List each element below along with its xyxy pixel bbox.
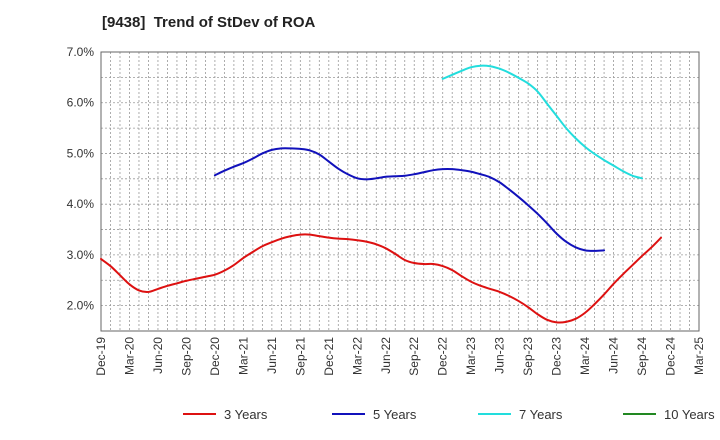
x-tick-label: Sep-23 [521, 337, 535, 376]
x-tick-label: Jun-20 [151, 337, 165, 374]
series-line-7-years [441, 64, 644, 180]
x-tick-label: Jun-22 [379, 337, 393, 374]
x-tick-label: Dec-20 [208, 337, 222, 376]
legend-label-10-years: 10 Years [664, 407, 715, 422]
y-tick-label: 7.0% [67, 45, 95, 59]
x-tick-label: Mar-21 [236, 337, 250, 375]
plot-area [101, 52, 699, 331]
x-tick-label: Dec-19 [94, 337, 108, 376]
x-tick-label: Sep-22 [407, 337, 421, 376]
y-tick-label: 2.0% [67, 299, 95, 313]
x-tick-label: Jun-23 [493, 337, 507, 374]
x-tick-label: Jun-24 [607, 337, 621, 374]
x-tick-label: Mar-23 [464, 337, 478, 375]
x-tick-label: Mar-22 [350, 337, 364, 375]
x-tick-label: Dec-22 [436, 337, 450, 376]
x-tick-label: Dec-21 [322, 337, 336, 376]
plot-frame [100, 51, 700, 332]
x-tick-label: Mar-25 [692, 337, 706, 375]
x-tick-label: Sep-21 [293, 337, 307, 376]
y-tick-label: 6.0% [67, 96, 95, 110]
series-line-5-years [213, 147, 606, 252]
y-tick-label: 4.0% [67, 197, 95, 211]
x-tick-label: Sep-20 [179, 337, 193, 376]
legend-label-5-years: 5 Years [373, 407, 417, 422]
x-tick-label: Dec-24 [664, 337, 678, 376]
x-tick-label: Jun-21 [265, 337, 279, 374]
x-tick-label: Mar-20 [122, 337, 136, 375]
series-line-3-years [100, 233, 663, 324]
y-tick-label: 5.0% [67, 146, 95, 160]
x-tick-label: Dec-23 [550, 337, 564, 376]
y-tick-label: 3.0% [67, 248, 95, 262]
legend-label-3-years: 3 Years [224, 407, 268, 422]
x-tick-label: Sep-24 [635, 337, 649, 376]
legend-label-7-years: 7 Years [519, 407, 563, 422]
x-tick-label: Mar-24 [578, 337, 592, 375]
chart-title: [9438] Trend of StDev of ROA [102, 14, 316, 31]
